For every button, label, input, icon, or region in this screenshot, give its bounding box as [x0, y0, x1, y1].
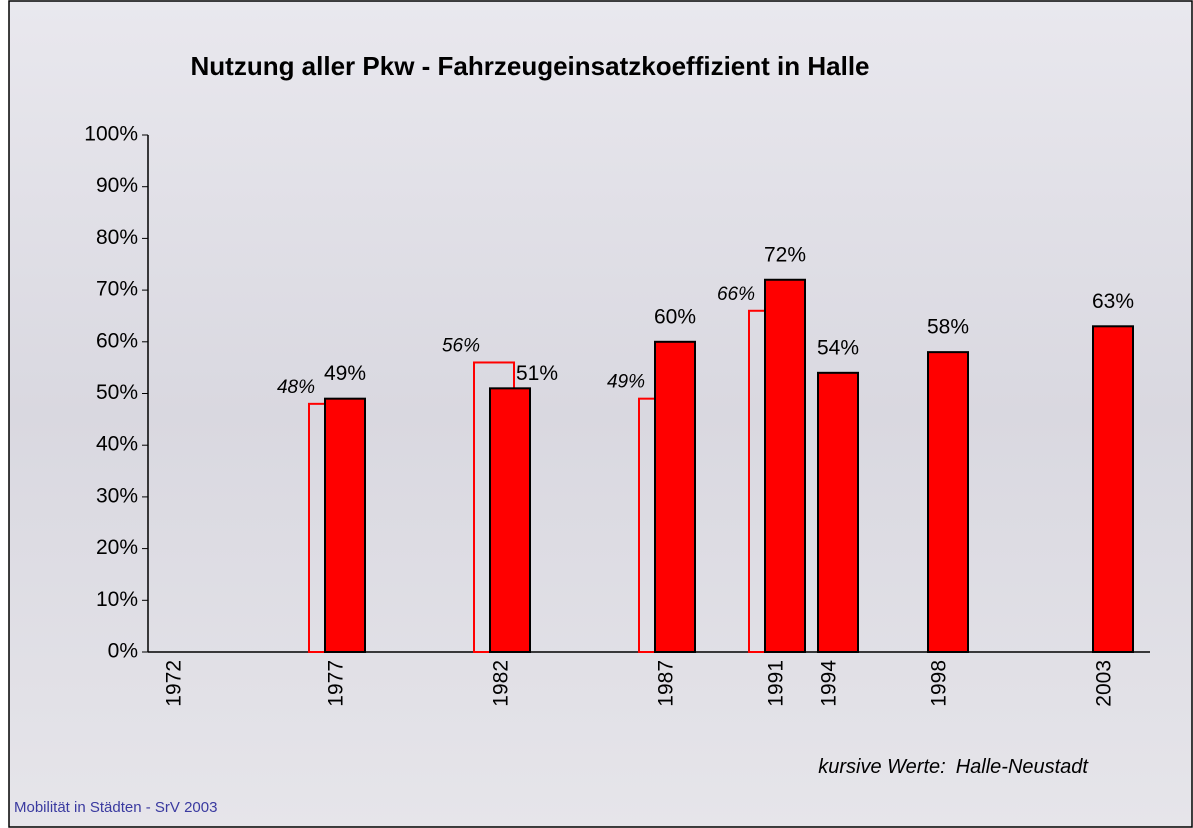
x-tick-label: 2003 — [1093, 660, 1116, 707]
annotation-text: kursive Werte: — [818, 756, 945, 778]
value-label: 60% — [654, 305, 696, 328]
value-label: 51% — [516, 362, 558, 385]
y-tick-label: 90% — [96, 174, 138, 197]
value-label-italic: 56% — [442, 335, 480, 356]
x-tick-label: 1994 — [818, 660, 841, 707]
x-tick-label: 1977 — [325, 660, 348, 707]
bar — [765, 280, 805, 652]
value-label: 54% — [817, 336, 859, 359]
value-label-italic: 48% — [277, 377, 315, 398]
bar — [325, 399, 365, 652]
y-tick-label: 60% — [96, 329, 138, 352]
y-tick-label: 40% — [96, 433, 138, 456]
y-tick-label: 70% — [96, 278, 138, 301]
value-label: 72% — [764, 243, 806, 266]
bar — [655, 342, 695, 652]
y-tick-label: 0% — [108, 640, 138, 663]
value-label-italic: 49% — [607, 372, 645, 393]
value-label: 63% — [1092, 290, 1134, 313]
x-tick-label: 1982 — [490, 660, 513, 707]
bar — [928, 352, 968, 652]
frame — [9, 1, 1192, 827]
x-tick-label: 1987 — [655, 660, 678, 707]
legend-entry: Halle-Neustadt — [956, 756, 1090, 778]
y-tick-label: 50% — [96, 381, 138, 404]
value-label: 49% — [324, 362, 366, 385]
bar — [1093, 326, 1133, 652]
value-label-italic: 66% — [717, 284, 755, 305]
bar — [490, 388, 530, 652]
chart: Nutzung aller Pkw - Fahrzeugeinsatzkoeff… — [0, 0, 1193, 828]
value-label: 58% — [927, 316, 969, 339]
x-tick-label: 1972 — [163, 660, 186, 707]
footer: Mobilität in Städten - SrV 2003 — [14, 799, 217, 816]
y-tick-label: 100% — [84, 123, 138, 146]
y-tick-label: 10% — [96, 588, 138, 611]
x-tick-label: 1991 — [765, 660, 788, 707]
chart-title: Nutzung aller Pkw - Fahrzeugeinsatzkoeff… — [191, 51, 870, 81]
y-tick-label: 20% — [96, 536, 138, 559]
x-tick-label: 1998 — [928, 660, 951, 707]
bar — [818, 373, 858, 652]
page: Nutzung aller Pkw - Fahrzeugeinsatzkoeff… — [0, 0, 1193, 828]
y-tick-label: 80% — [96, 226, 138, 249]
y-tick-label: 30% — [96, 484, 138, 507]
